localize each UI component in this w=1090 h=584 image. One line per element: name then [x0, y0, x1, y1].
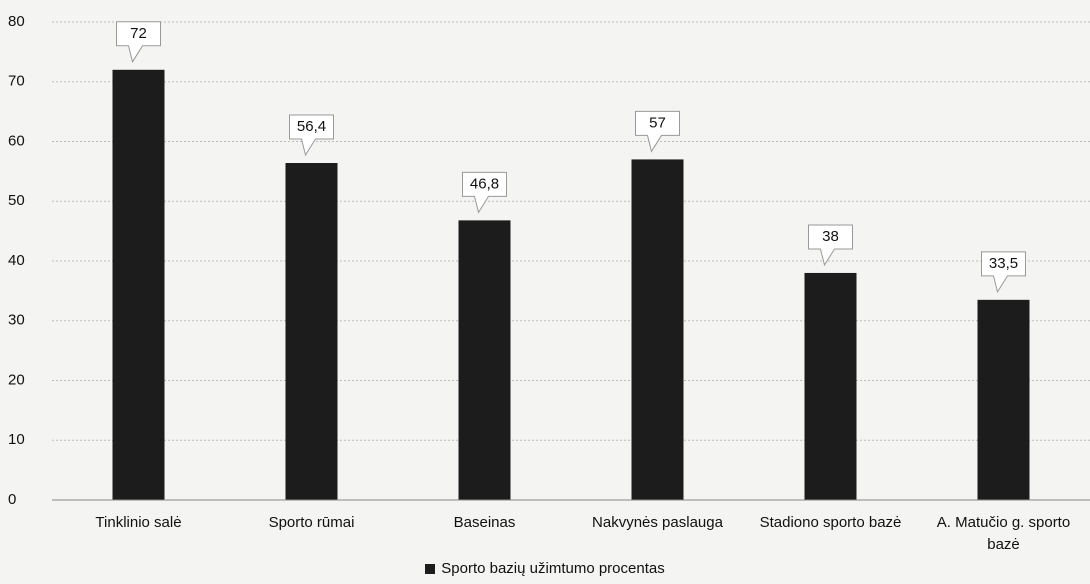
- x-tick-label: Tinklinio salė: [95, 514, 182, 531]
- bar: [458, 220, 511, 500]
- legend-label: Sporto bazių užimtumo procentas: [441, 560, 665, 577]
- value-label: 57: [649, 114, 666, 131]
- bar: [112, 69, 165, 501]
- y-tick-label: 20: [8, 371, 25, 388]
- value-label: 33,5: [989, 255, 1018, 272]
- y-tick-label: 50: [8, 192, 25, 209]
- bar: [804, 272, 857, 500]
- callout: [289, 114, 334, 157]
- value-label: 46,8: [470, 175, 499, 192]
- x-tick-label: Sporto rūmai: [268, 514, 355, 531]
- value-label: 72: [130, 25, 147, 42]
- y-tick-label: 30: [8, 312, 25, 329]
- x-tick-label: Baseinas: [453, 514, 516, 531]
- callout: [808, 224, 853, 267]
- x-tick-label: Nakvynės paslauga: [592, 514, 723, 531]
- callout: [462, 171, 507, 214]
- bar: [631, 159, 684, 501]
- y-tick-label: 80: [8, 13, 25, 30]
- y-tick-label: 0: [8, 491, 16, 508]
- y-tick-label: 10: [8, 431, 25, 448]
- y-tick-label: 40: [8, 252, 25, 269]
- callout: [635, 110, 680, 153]
- x-tick-label: A. Matučio g. sporto bazė: [936, 514, 1071, 553]
- legend: Sporto bazių užimtumo procentas: [0, 560, 1090, 577]
- bar: [285, 163, 338, 500]
- y-tick-label: 70: [8, 73, 25, 90]
- bar: [977, 299, 1030, 500]
- callout: [116, 21, 161, 64]
- x-tick-label: Stadiono sporto bazė: [759, 514, 902, 531]
- legend-swatch: [425, 564, 436, 575]
- callout: [981, 251, 1026, 294]
- value-label: 56,4: [297, 118, 326, 135]
- value-label: 38: [822, 228, 839, 245]
- y-tick-label: 60: [8, 132, 25, 149]
